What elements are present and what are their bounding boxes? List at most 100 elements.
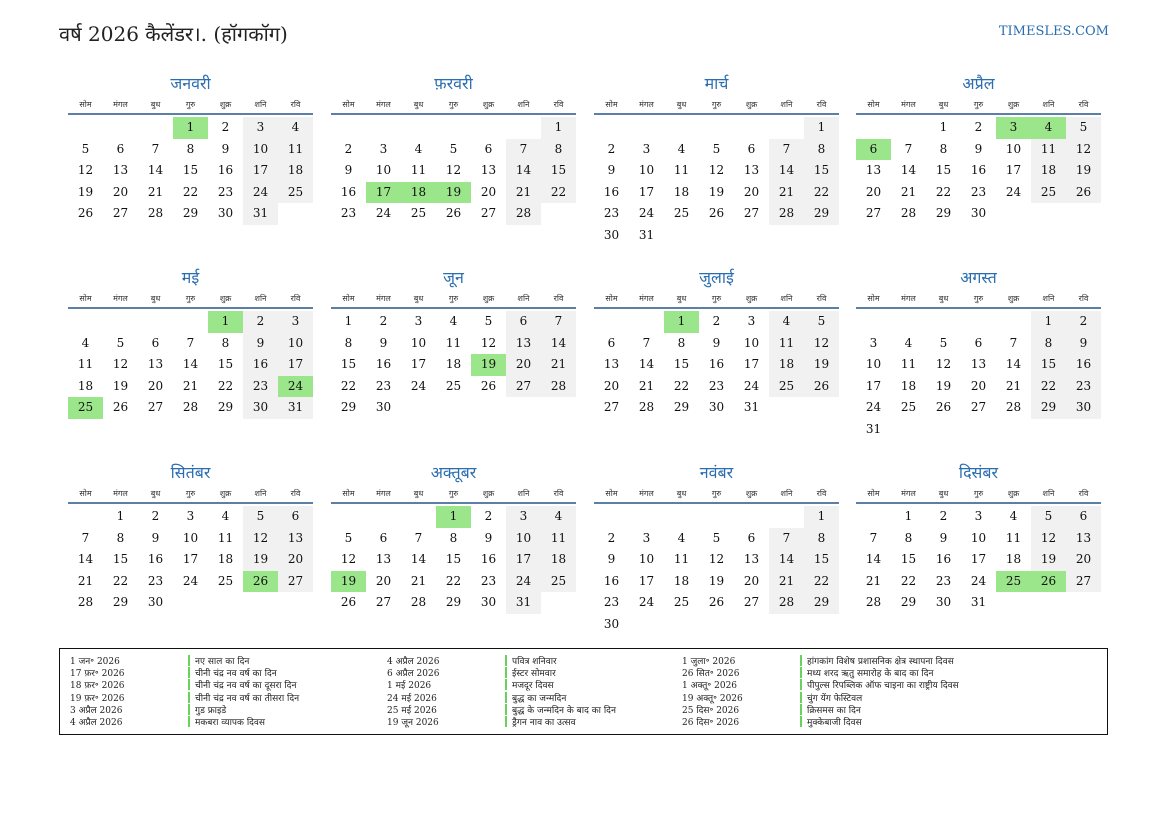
weekday-label: बुध bbox=[150, 100, 161, 109]
day-cell: 5 bbox=[939, 335, 948, 350]
day-cell: 20 bbox=[1066, 549, 1101, 571]
day-cell: 24 bbox=[506, 570, 541, 593]
day-cell: 9 bbox=[243, 332, 278, 355]
day-cell: 13 bbox=[112, 163, 129, 178]
day-cell: 6 bbox=[506, 311, 541, 333]
day-cell: 29 bbox=[217, 400, 234, 415]
day-cell: 7 bbox=[151, 141, 160, 156]
day-cell: 5 bbox=[484, 314, 493, 328]
site-link[interactable]: TIMESLES.COM bbox=[998, 24, 1109, 39]
legend-holiday-name: ईस्टर सोमवार bbox=[512, 668, 556, 679]
legend-color-bar bbox=[188, 679, 190, 691]
day-cell: 7 bbox=[869, 530, 878, 545]
day-cell: 17 bbox=[865, 378, 882, 393]
legend-holiday-name: मध्य शरद ऋतु समारोह के बाद का दिन bbox=[807, 668, 934, 679]
weekday-header: सोम मंगल बुध गुरु शुक्र शनि रवि bbox=[331, 96, 576, 115]
day-cell: 31 bbox=[743, 400, 760, 415]
day-cell: 26 bbox=[112, 400, 129, 415]
day-cell: 9 bbox=[607, 552, 616, 567]
empty-cell bbox=[138, 117, 173, 139]
legend-color-bar bbox=[188, 716, 190, 728]
day-cell: 7 bbox=[81, 530, 90, 545]
holiday-day-cell: 24 bbox=[278, 375, 313, 398]
day-cell: 30 bbox=[935, 595, 952, 610]
day-cell: 28 bbox=[506, 203, 541, 225]
empty-cell bbox=[68, 117, 103, 139]
weekday-label: रवि bbox=[816, 489, 827, 498]
day-cell: 27 bbox=[970, 400, 987, 415]
empty-cell bbox=[471, 117, 506, 139]
month-5: मई सोम मंगल बुध गुरु शुक्र शनि रवि 1 2 3 4 5 6 7 8 9 10 11… bbox=[68, 266, 313, 419]
day-cell: 9 bbox=[379, 335, 388, 350]
day-cell: 27 bbox=[603, 400, 620, 415]
month-2: फ़रवरी सोम मंगल बुध गुरु शुक्र शनि रवि 1 2 3 4 5 6 7 8 9… bbox=[331, 72, 576, 225]
legend-holiday-name: मजदूर दिवस bbox=[512, 681, 554, 692]
weekday-label: सोम bbox=[342, 489, 355, 498]
day-cell: 31 bbox=[638, 227, 655, 242]
weekday-label: गुरु bbox=[973, 489, 984, 498]
legend-item: 19 फ़र॰ 2026 चीनी चंद्र नव वर्ष का तीसरा … bbox=[60, 691, 299, 704]
day-cell: 4 bbox=[769, 311, 804, 333]
day-cell: 29 bbox=[673, 400, 690, 415]
day-cell: 9 bbox=[607, 163, 616, 178]
legend-date: 19 फ़र॰ 2026 bbox=[70, 693, 125, 704]
day-cell: 27 bbox=[743, 595, 760, 610]
holiday-day-cell: 26 bbox=[243, 570, 278, 593]
legend-column-3: 1 जुला॰ 2026 हांगकांग विशेष प्रशासनिक क्ष… bbox=[672, 654, 959, 728]
holiday-legend: 1 जन॰ 2026 नए साल का दिन 17 फ़र॰ 2026 चीनी … bbox=[59, 648, 1108, 735]
day-cell: 12 bbox=[1031, 527, 1066, 550]
day-cell: 3 bbox=[243, 117, 278, 139]
day-cell: 23 bbox=[708, 378, 725, 393]
legend-item: 3 अप्रैल 2026 गुड फ्राइडे bbox=[60, 703, 299, 716]
day-grid: 1 2 3 4 5 6 7 8 9 10 11 12 13 14 15 16 17 18 19 20 21 22 23 24 2… bbox=[856, 506, 1101, 614]
empty-cell bbox=[891, 117, 926, 139]
day-cell: 12 bbox=[480, 335, 497, 350]
day-cell: 4 bbox=[278, 117, 313, 139]
day-cell: 24 bbox=[638, 595, 655, 610]
day-cell: 19 bbox=[935, 378, 952, 393]
day-cell: 17 bbox=[638, 184, 655, 199]
legend-color-bar bbox=[800, 716, 802, 728]
day-grid: 1 2 3 4 5 6 7 8 9 10 11 12 13 14 15 16 17 18 19 20 21 22 23 24 2… bbox=[68, 506, 313, 614]
weekday-label: रवि bbox=[816, 294, 827, 303]
month-name: अक्तूबर bbox=[430, 463, 477, 482]
day-cell: 28 bbox=[182, 400, 199, 415]
day-cell: 8 bbox=[677, 335, 686, 350]
month-1: जनवरी सोम मंगल बुध गुरु शुक्र शनि रवि 1 2 3 4 5 6 7 8 9 1… bbox=[68, 72, 313, 225]
weekday-label: बुध bbox=[938, 294, 949, 303]
day-cell: 15 bbox=[182, 163, 199, 178]
day-cell: 26 bbox=[77, 206, 94, 221]
empty-cell bbox=[926, 311, 961, 333]
day-cell: 13 bbox=[970, 357, 987, 372]
empty-cell bbox=[103, 311, 138, 333]
weekday-header: सोम मंगल बुध गुरु शुक्र शनि रवि bbox=[594, 96, 839, 115]
day-cell: 17 bbox=[410, 357, 427, 372]
day-cell: 28 bbox=[410, 595, 427, 610]
day-cell: 14 bbox=[182, 357, 199, 372]
empty-cell bbox=[594, 506, 629, 528]
holiday-day-cell: 19 bbox=[331, 570, 366, 593]
day-cell: 5 bbox=[1066, 117, 1101, 139]
legend-item: 1 मई 2026 मजदूर दिवस bbox=[377, 679, 616, 691]
day-cell: 18 bbox=[900, 378, 917, 393]
day-cell: 30 bbox=[217, 206, 234, 221]
day-cell: 27 bbox=[865, 206, 882, 221]
empty-cell bbox=[856, 311, 891, 333]
weekday-label: शुक्र bbox=[745, 100, 758, 109]
weekday-label: बुध bbox=[676, 294, 687, 303]
day-cell: 19 bbox=[1066, 160, 1101, 182]
day-cell: 8 bbox=[904, 530, 913, 545]
day-cell: 10 bbox=[410, 335, 427, 350]
legend-date: 3 अप्रैल 2026 bbox=[70, 705, 123, 716]
day-cell: 17 bbox=[182, 552, 199, 567]
day-cell: 2 bbox=[484, 509, 493, 523]
day-cell: 3 bbox=[379, 141, 388, 156]
day-cell: 19 bbox=[243, 549, 278, 571]
weekday-label: रवि bbox=[1078, 489, 1089, 498]
legend-item: 4 अप्रैल 2026 पवित्र शनिवार bbox=[377, 654, 616, 667]
day-cell: 6 bbox=[484, 141, 493, 156]
legend-holiday-name: नए साल का दिन bbox=[195, 656, 250, 667]
day-cell: 8 bbox=[449, 530, 458, 545]
legend-holiday-name: चुंग येंग फेस्टिवल bbox=[807, 693, 863, 704]
day-cell: 24 bbox=[970, 573, 987, 588]
